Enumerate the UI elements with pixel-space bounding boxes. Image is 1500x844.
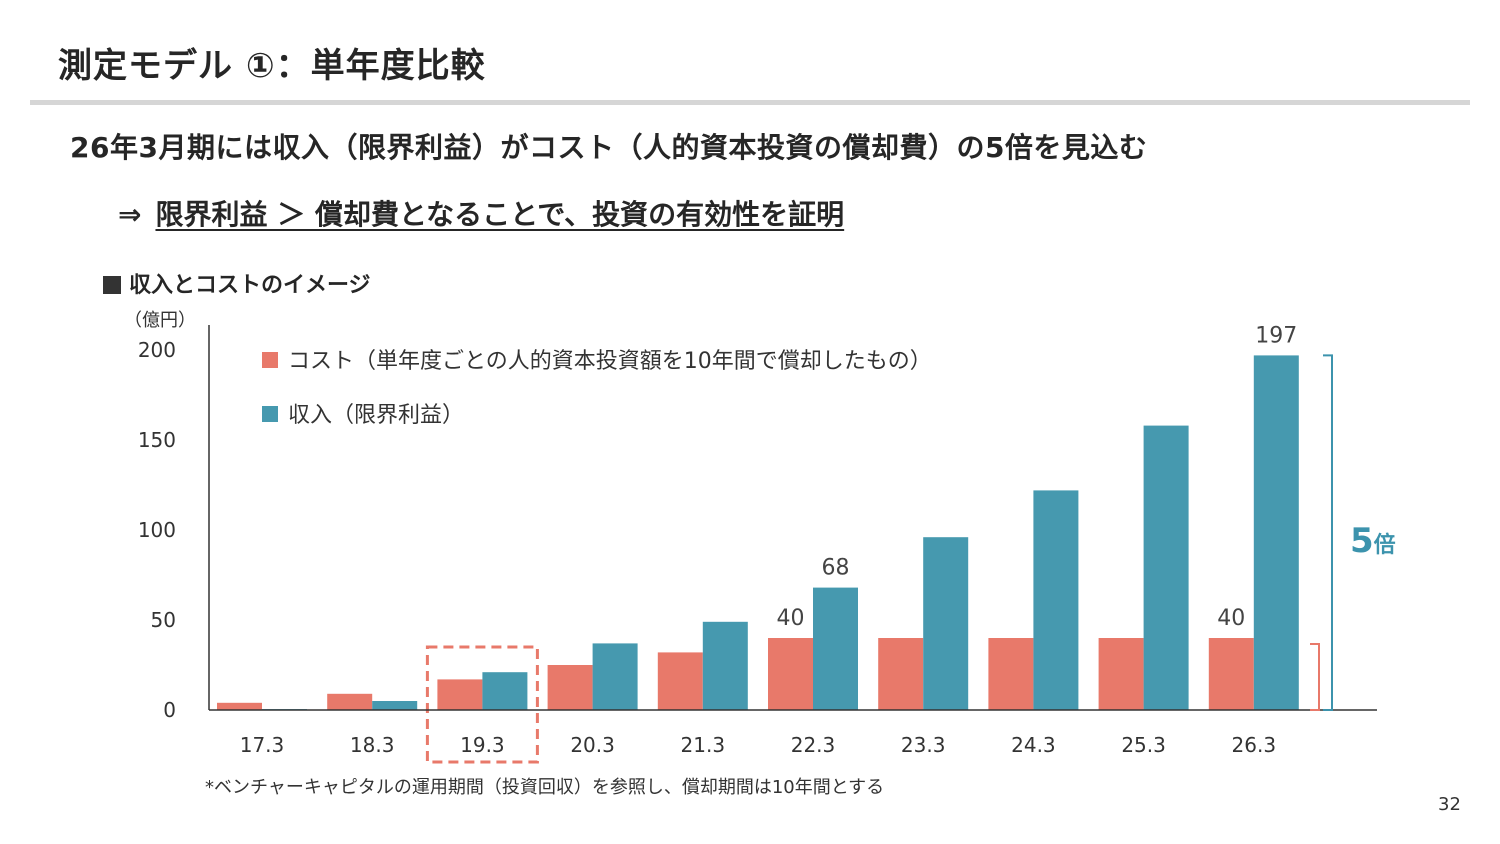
- bar-cost: [1098, 638, 1144, 710]
- x-tick-label: 21.3: [681, 733, 726, 757]
- x-tick-label: 22.3: [791, 733, 836, 757]
- ratio-annotation: 5倍: [1350, 521, 1396, 561]
- bar-cost: [1208, 638, 1254, 710]
- bar-cost: [547, 665, 593, 710]
- bars: [217, 355, 1299, 710]
- bar-cost: [437, 679, 483, 710]
- x-tick-label: 20.3: [570, 733, 615, 757]
- x-axis-ticks: 17.3 18.3 19.3 20.3 21.3 22.3 23.3 24.3 25.3 26.3: [240, 733, 1276, 757]
- highlight-group: [425, 645, 539, 764]
- arrow-icon: ⇒: [118, 198, 142, 231]
- bar-revenue: [1143, 425, 1189, 710]
- highlight-box: [425, 645, 539, 764]
- x-tick-label: 26.3: [1232, 733, 1277, 757]
- data-label: 40: [777, 606, 805, 631]
- legend: コスト（単年度ごとの人的資本投資額を10年間で償却したもの） 収入（限界利益）: [262, 349, 932, 428]
- bar-revenue: [813, 587, 858, 710]
- bar-revenue: [923, 537, 969, 710]
- footnote: *ベンチャーキャピタルの運用期間（投資回収）を参照し、償却期間は10年間とする: [205, 777, 885, 798]
- data-label: 68: [822, 556, 850, 581]
- cost-bracket: [1310, 643, 1320, 711]
- chart-heading-text: 収入とコストのイメージ: [129, 273, 371, 298]
- y-tick-label: 100: [138, 518, 176, 542]
- bar-cost: [988, 638, 1034, 710]
- ratio-number: 5: [1350, 521, 1374, 561]
- page-number: 32: [1438, 794, 1461, 815]
- x-tick-label: 24.3: [1011, 733, 1056, 757]
- y-tick-label: 50: [151, 608, 176, 632]
- legend-swatch-cost: [262, 352, 278, 368]
- headline: 26年3月期には収入（限界利益）がコスト（人的資本投資の償却費）の5倍を見込む: [70, 131, 1148, 164]
- bar-cost: [217, 702, 262, 710]
- y-axis-ticks: 0 50 100 150 200: [138, 338, 176, 722]
- ratio-brackets: [1310, 354, 1333, 711]
- bar-revenue: [482, 672, 528, 710]
- bar-cost: [878, 638, 924, 710]
- bar-cost: [657, 652, 703, 710]
- subline: ⇒ 限界利益 ＞ 償却費となることで、投資の有効性を証明: [118, 193, 844, 233]
- x-tick-label: 25.3: [1121, 733, 1166, 757]
- x-tick-label: 17.3: [240, 733, 285, 757]
- revenue-bracket: [1323, 354, 1333, 711]
- legend-swatch-revenue: [262, 406, 278, 422]
- slide-title: 測定モデル ①：単年度比較: [58, 46, 486, 86]
- legend-label-revenue: 収入（限界利益）: [288, 403, 464, 428]
- data-labels: 40 68 40 197: [777, 323, 1298, 631]
- title-divider: [30, 100, 1470, 105]
- bar-revenue: [702, 621, 748, 710]
- bar-cost: [327, 693, 373, 710]
- data-label: 40: [1217, 606, 1245, 631]
- bar-revenue: [1033, 490, 1079, 710]
- y-tick-label: 0: [163, 698, 176, 722]
- bar-cost: [768, 638, 813, 710]
- data-label: 197: [1255, 323, 1297, 348]
- y-axis-unit-label: （億円）: [124, 310, 196, 331]
- chart-heading: 収入とコストのイメージ: [103, 267, 371, 299]
- bar-revenue: [372, 701, 418, 710]
- square-bullet-icon: [103, 276, 121, 294]
- x-tick-label: 19.3: [460, 733, 505, 757]
- x-tick-label: 23.3: [901, 733, 946, 757]
- y-tick-label: 200: [138, 338, 176, 362]
- x-tick-label: 18.3: [350, 733, 395, 757]
- bar-revenue: [1253, 355, 1299, 710]
- legend-label-cost: コスト（単年度ごとの人的資本投資額を10年間で償却したもの）: [288, 349, 932, 374]
- ratio-unit: 倍: [1374, 532, 1396, 558]
- y-tick-label: 150: [138, 428, 176, 452]
- bar-revenue: [592, 643, 638, 710]
- subline-text: 限界利益 ＞ 償却費となることで、投資の有効性を証明: [155, 198, 845, 231]
